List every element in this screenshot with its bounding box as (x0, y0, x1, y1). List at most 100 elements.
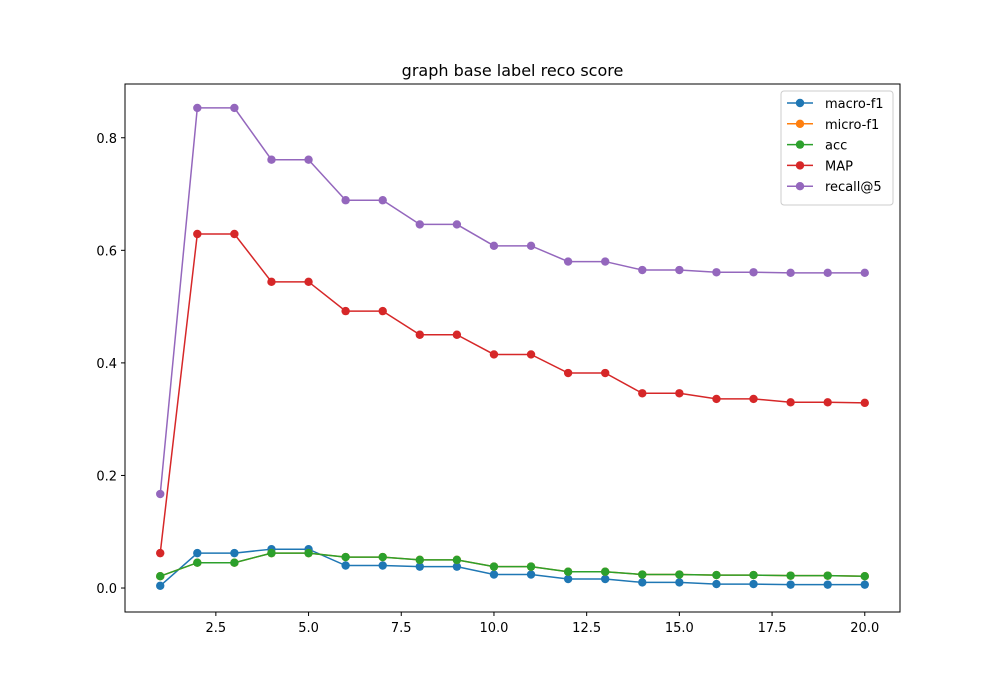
data-point (601, 257, 610, 266)
legend: macro-f1 micro-f1 acc MAP recall@5 (780, 90, 894, 206)
y-tick-label: 0.2 (96, 469, 117, 484)
data-point (341, 561, 350, 570)
data-point (452, 220, 462, 229)
data-point (193, 103, 202, 113)
axes-frame (124, 83, 901, 613)
data-point (860, 580, 869, 589)
data-point (823, 398, 832, 407)
legend-label: acc (825, 139, 847, 154)
x-tick-label: 2.5 (206, 621, 227, 636)
data-point (712, 570, 721, 580)
data-point (415, 555, 424, 565)
legend-marker (795, 119, 805, 128)
data-point (675, 265, 684, 275)
legend-item: micro-f1 (787, 118, 879, 133)
data-point (489, 350, 499, 359)
data-point (712, 394, 721, 404)
data-point (156, 572, 165, 581)
data-point (563, 567, 573, 576)
y-axis-ticks: 0.0 0.2 0.4 0.6 0.8 (96, 132, 125, 597)
data-point (563, 368, 573, 378)
data-point (749, 570, 758, 580)
data-point (378, 196, 387, 205)
legend-label: macro-f1 (825, 97, 884, 112)
x-tick-label: 7.5 (391, 621, 412, 636)
data-point (638, 265, 647, 275)
data-point (230, 103, 239, 113)
series-line (159, 548, 865, 587)
data-point (786, 398, 795, 407)
data-point (267, 548, 276, 558)
data-point (415, 330, 424, 339)
data-point (193, 548, 202, 558)
data-point (156, 581, 165, 590)
x-axis-ticks: 2.5 5.0 7.5 10.0 12.5 15.0 17.5 20.0 (206, 612, 879, 636)
data-point (378, 306, 387, 316)
data-point (489, 562, 499, 571)
legend-label: recall@5 (825, 180, 882, 195)
data-point (193, 558, 202, 567)
data-point (304, 277, 313, 287)
data-point (638, 578, 647, 587)
series-macro-f1 (156, 544, 869, 590)
data-point (341, 306, 350, 316)
data-point (378, 561, 387, 570)
series-line (159, 552, 865, 577)
data-point (230, 548, 239, 558)
y-tick-label: 0.6 (96, 244, 117, 259)
data-point (304, 548, 313, 558)
data-point (786, 580, 795, 589)
data-point (230, 229, 239, 239)
data-point (193, 229, 202, 239)
data-point (749, 579, 758, 589)
data-point (563, 574, 573, 584)
data-point (786, 571, 795, 580)
legend-marker (795, 98, 805, 108)
data-point (526, 350, 536, 359)
data-point (601, 368, 610, 378)
legend-item: macro-f1 (787, 97, 884, 112)
data-point (267, 277, 276, 287)
series-line (159, 233, 865, 554)
y-tick-label: 0.4 (96, 357, 117, 372)
data-point (749, 394, 758, 404)
data-point (341, 196, 350, 205)
data-point (526, 562, 536, 571)
data-point (156, 548, 165, 558)
x-tick-label: 15.0 (665, 621, 694, 636)
legend-marker (795, 182, 805, 191)
data-point (489, 241, 499, 251)
data-point (526, 241, 536, 251)
data-point (823, 571, 832, 580)
data-point (452, 330, 462, 339)
data-point (156, 489, 165, 499)
data-point (786, 268, 795, 278)
legend-item: acc (787, 139, 847, 154)
data-point (489, 570, 499, 579)
data-point (452, 562, 462, 571)
data-point (675, 578, 684, 587)
data-point (267, 155, 276, 164)
data-point (749, 268, 758, 277)
data-point (638, 389, 647, 398)
data-point (563, 257, 573, 266)
x-tick-label: 5.0 (298, 621, 319, 636)
series-acc (156, 548, 869, 581)
y-tick-label: 0.0 (96, 582, 117, 597)
data-point (675, 389, 684, 398)
data-point (860, 398, 869, 408)
legend-box (780, 90, 894, 206)
data-point (378, 552, 387, 562)
data-point (452, 555, 462, 565)
series-line (159, 107, 865, 495)
data-point (304, 155, 313, 164)
legend-label: micro-f1 (825, 118, 879, 133)
data-point (823, 580, 832, 589)
data-point (712, 579, 721, 589)
x-tick-label: 12.5 (572, 621, 601, 636)
series-MAP (156, 229, 869, 558)
data-point (526, 570, 536, 579)
legend-marker (795, 161, 805, 170)
data-point (230, 558, 239, 567)
